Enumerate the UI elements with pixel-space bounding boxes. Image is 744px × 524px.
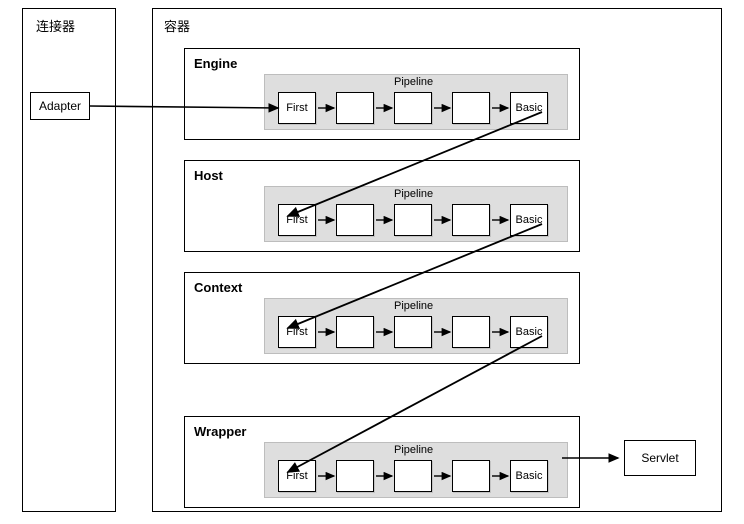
middle-valve	[453, 317, 489, 347]
pipeline-label-host: Pipeline	[394, 188, 433, 200]
adapter-label: Adapter	[39, 99, 81, 113]
middle-valve	[337, 461, 373, 491]
first-valve-label: First	[279, 461, 315, 491]
valve-host-4: Basic	[510, 204, 548, 236]
valve-wrapper-1	[336, 460, 374, 492]
servlet-label: Servlet	[641, 451, 678, 465]
valve-context-4: Basic	[510, 316, 548, 348]
servlet-box: Servlet	[624, 440, 696, 476]
middle-valve	[337, 93, 373, 123]
valve-host-3	[452, 204, 490, 236]
valve-wrapper-4: Basic	[510, 460, 548, 492]
valve-engine-2	[394, 92, 432, 124]
pipeline-label-wrapper: Pipeline	[394, 444, 433, 456]
layer-title-host: Host	[194, 168, 223, 183]
valve-host-1	[336, 204, 374, 236]
valve-engine-1	[336, 92, 374, 124]
valve-wrapper-3	[452, 460, 490, 492]
middle-valve	[395, 461, 431, 491]
middle-valve	[337, 317, 373, 347]
container-title: 容器	[164, 16, 190, 35]
valve-context-0: First	[278, 316, 316, 348]
pipeline-label-engine: Pipeline	[394, 76, 433, 88]
basic-valve-label: Basic	[511, 461, 547, 491]
layer-title-engine: Engine	[194, 56, 237, 71]
valve-engine-0: First	[278, 92, 316, 124]
valve-context-2	[394, 316, 432, 348]
valve-host-2	[394, 204, 432, 236]
middle-valve	[395, 93, 431, 123]
basic-valve-label: Basic	[511, 205, 547, 235]
valve-wrapper-2	[394, 460, 432, 492]
pipeline-label-context: Pipeline	[394, 300, 433, 312]
adapter-box: Adapter	[30, 92, 90, 120]
valve-engine-3	[452, 92, 490, 124]
valve-engine-4: Basic	[510, 92, 548, 124]
basic-valve-label: Basic	[511, 93, 547, 123]
layer-title-wrapper: Wrapper	[194, 424, 247, 439]
valve-context-3	[452, 316, 490, 348]
first-valve-label: First	[279, 93, 315, 123]
connector-title: 连接器	[36, 16, 75, 35]
middle-valve	[395, 317, 431, 347]
middle-valve	[453, 461, 489, 491]
layer-title-context: Context	[194, 280, 242, 295]
first-valve-label: First	[279, 317, 315, 347]
valve-context-1	[336, 316, 374, 348]
basic-valve-label: Basic	[511, 317, 547, 347]
connector-panel	[22, 8, 116, 512]
first-valve-label: First	[279, 205, 315, 235]
valve-wrapper-0: First	[278, 460, 316, 492]
diagram-stage: 连接器 Adapter 容器 Servlet Engine Pipeline First Ba…	[0, 0, 744, 524]
middle-valve	[453, 205, 489, 235]
middle-valve	[453, 93, 489, 123]
middle-valve	[337, 205, 373, 235]
middle-valve	[395, 205, 431, 235]
valve-host-0: First	[278, 204, 316, 236]
